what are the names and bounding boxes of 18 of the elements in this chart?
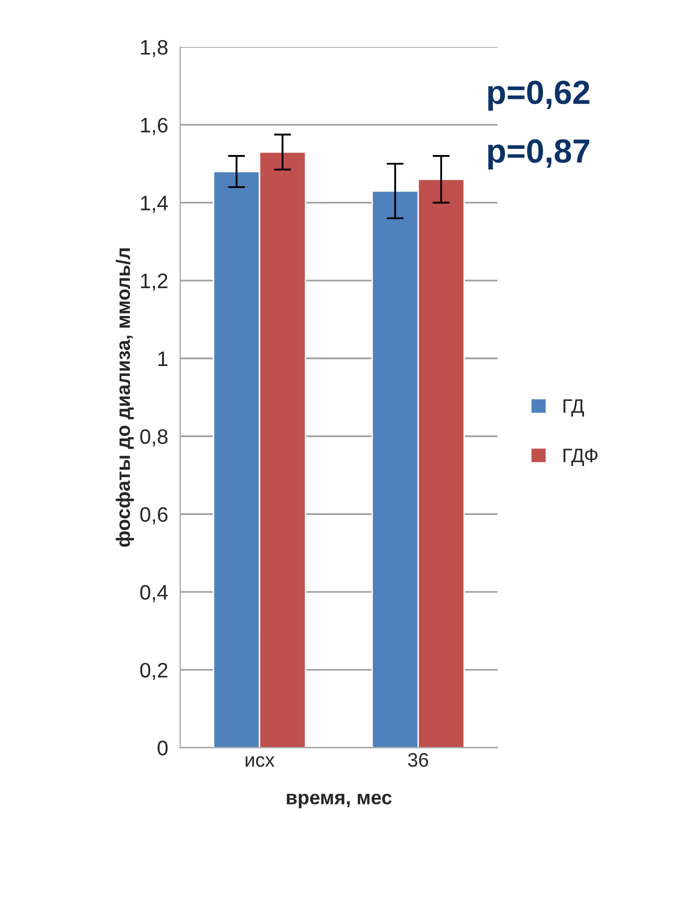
y-tick-label: 0,4 [140,584,168,602]
legend-label: ГДФ [564,448,598,466]
annotation: p=0,62 [488,80,590,111]
annotation: p=0,87 [488,139,590,170]
y-tick-label: 0,8 [140,429,168,446]
x-axis-title: время, мес [286,794,392,808]
y-tick-label: 1 [158,352,168,366]
y-tick-label: 0 [158,740,168,756]
y-tick-label: 0,6 [140,507,168,524]
y-tick-label: 1,8 [141,40,168,58]
y-axis-title: фосфаты до диализа, ммоль/л [116,248,134,547]
x-tick-label: 36 [408,753,428,767]
y-tick-label: 1,4 [141,196,168,213]
y-tick-label: 0,2 [140,662,168,680]
y-tick-label: 1,6 [141,118,168,136]
x-tick-label: исх [246,756,274,767]
y-tick-label: 1,2 [141,274,168,291]
legend-label: ГД [564,399,584,417]
